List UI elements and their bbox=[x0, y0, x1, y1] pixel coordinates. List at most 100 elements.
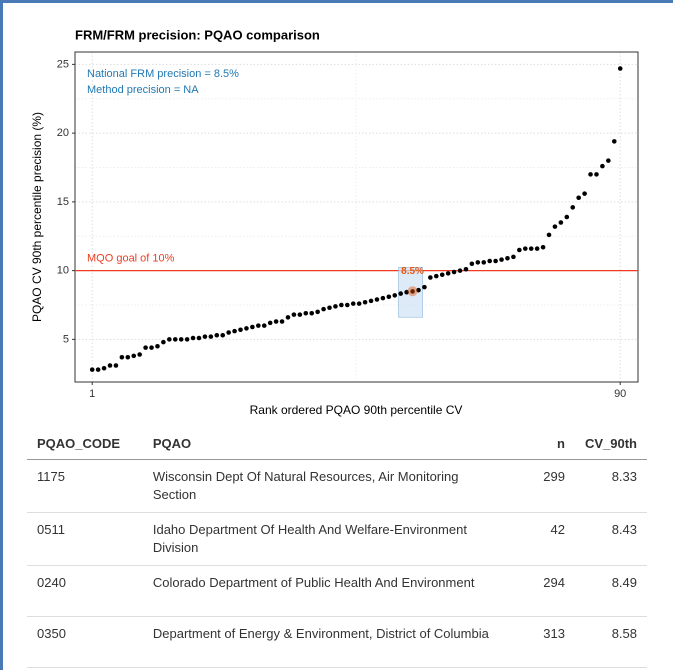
point bbox=[250, 324, 255, 330]
point bbox=[404, 289, 409, 295]
point bbox=[469, 261, 475, 267]
point bbox=[588, 172, 593, 177]
x-tick-label: 90 bbox=[614, 388, 626, 400]
point bbox=[356, 301, 362, 306]
annotation: National FRM precision = 8.5% bbox=[87, 68, 239, 80]
point bbox=[374, 297, 380, 302]
point bbox=[220, 332, 226, 338]
point bbox=[172, 337, 178, 342]
table-cell: 299 bbox=[510, 459, 575, 513]
point bbox=[576, 195, 581, 201]
point bbox=[143, 345, 148, 350]
column-header: n bbox=[510, 427, 575, 460]
point bbox=[350, 301, 356, 306]
point bbox=[261, 323, 267, 328]
point bbox=[505, 255, 510, 261]
point bbox=[131, 353, 137, 359]
point bbox=[534, 246, 540, 251]
point bbox=[161, 339, 166, 345]
table-cell: Wisconsin Dept Of Natural Resources, Air… bbox=[142, 459, 511, 513]
y-tick-label: 10 bbox=[57, 265, 69, 277]
chart-title: FRM/FRM precision: PQAO comparison bbox=[75, 27, 320, 42]
point bbox=[606, 158, 611, 163]
table-cell: 8.33 bbox=[574, 459, 647, 513]
chart: FRM/FRM precision: PQAO comparison Rank … bbox=[30, 27, 639, 417]
point bbox=[517, 247, 522, 253]
point bbox=[321, 306, 326, 312]
point bbox=[386, 294, 392, 300]
column-header: PQAO_CODE bbox=[27, 427, 143, 460]
point bbox=[190, 335, 196, 341]
highlight-point bbox=[407, 286, 418, 297]
table-row: 0511 Idaho Department Of Health And Welfa… bbox=[27, 512, 647, 566]
table-cell: 0240 bbox=[27, 565, 143, 617]
point bbox=[422, 284, 427, 290]
point bbox=[463, 266, 469, 272]
data-table: PQAO_CODE PQAO n CV_90th 1175 Wisconsin D… bbox=[27, 427, 647, 668]
point bbox=[107, 363, 113, 368]
plot-border bbox=[74, 51, 639, 383]
point bbox=[297, 312, 303, 317]
table-cell: Department of Energy & Environment, Dist… bbox=[142, 616, 511, 668]
point bbox=[528, 246, 534, 251]
point bbox=[309, 310, 315, 316]
table-cell: 42 bbox=[510, 512, 575, 566]
table-cell: 8.43 bbox=[574, 512, 647, 566]
x-axis-label: Rank ordered PQAO 90th percentile CV bbox=[250, 403, 463, 417]
point bbox=[546, 232, 552, 238]
table-header: PQAO_CODE PQAO n CV_90th bbox=[27, 427, 647, 460]
point bbox=[303, 310, 309, 316]
point bbox=[256, 323, 261, 328]
y-tick-label: 15 bbox=[57, 196, 69, 208]
point bbox=[475, 260, 481, 265]
table-body: 1175 Wisconsin Dept Of Natural Resources,… bbox=[27, 459, 647, 668]
point bbox=[125, 354, 131, 360]
point bbox=[184, 337, 190, 342]
point bbox=[113, 363, 119, 368]
point bbox=[582, 191, 587, 196]
point bbox=[433, 273, 439, 279]
table-cell: 0350 bbox=[27, 616, 143, 668]
point bbox=[155, 343, 160, 349]
point bbox=[244, 326, 249, 331]
point bbox=[611, 139, 617, 144]
point bbox=[196, 335, 202, 341]
point bbox=[333, 304, 338, 309]
reference-label: MQO goal of 10% bbox=[87, 253, 175, 265]
column-header: CV_90th bbox=[574, 427, 647, 460]
y-axis-label: PQAO CV 90th percentile precision (%) bbox=[30, 112, 44, 322]
point bbox=[267, 320, 273, 326]
point bbox=[558, 220, 564, 225]
table-cell: 313 bbox=[510, 616, 575, 668]
point bbox=[398, 291, 403, 296]
table-row: 0240 Colorado Department of Public Health… bbox=[27, 565, 647, 617]
point bbox=[345, 302, 350, 308]
point bbox=[428, 275, 433, 280]
point bbox=[493, 258, 498, 264]
point bbox=[570, 205, 576, 210]
point bbox=[457, 268, 463, 273]
x-tick-label: 1 bbox=[89, 388, 95, 400]
point bbox=[214, 332, 220, 338]
point bbox=[481, 260, 487, 265]
point bbox=[327, 305, 332, 311]
point bbox=[522, 246, 528, 251]
point bbox=[226, 330, 231, 335]
y-tick-label: 5 bbox=[63, 333, 69, 345]
point bbox=[617, 66, 623, 71]
point bbox=[439, 272, 445, 278]
point bbox=[238, 327, 243, 333]
point bbox=[101, 365, 107, 371]
table-row: 0350 Department of Energy & Environment, … bbox=[27, 616, 647, 668]
point bbox=[291, 312, 297, 317]
point bbox=[339, 302, 344, 308]
point bbox=[380, 295, 386, 301]
point bbox=[445, 271, 451, 276]
point bbox=[273, 319, 279, 324]
table-cell: Colorado Department of Public Health And… bbox=[142, 565, 511, 617]
point bbox=[410, 289, 415, 294]
point bbox=[368, 298, 374, 304]
point bbox=[487, 258, 492, 264]
